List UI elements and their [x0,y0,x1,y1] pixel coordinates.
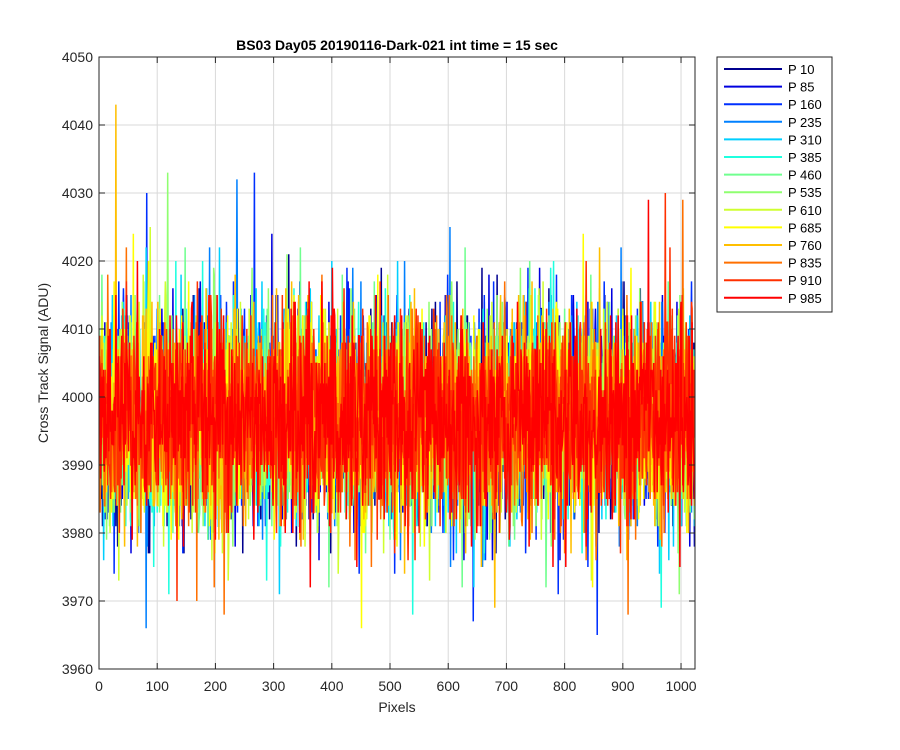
legend-entry: P 985 [788,291,822,306]
chart-title: BS03 Day05 20190116-Dark-021 int time = … [236,37,558,53]
series-lines [99,104,695,636]
x-axis-ticks: 0 100 200 300 400 500 600 700 800 900 1000 [95,57,697,694]
y-tick-label: 3980 [62,525,93,541]
legend-entry: P 310 [788,132,822,147]
y-axis-ticks: 3960 3970 3980 3990 4000 4010 4020 4030 4040 4050 [62,49,695,677]
y-tick-label: 4010 [62,321,93,337]
x-tick-label: 800 [553,678,577,694]
y-tick-label: 3990 [62,457,93,473]
legend-entry: P 385 [788,150,822,165]
legend-entry: P 910 [788,273,822,288]
y-tick-label: 3970 [62,593,93,609]
x-tick-label: 1000 [665,678,696,694]
legend-entry: P 10 [788,62,815,77]
x-tick-label: 200 [204,678,228,694]
legend-entry: P 235 [788,115,822,130]
plot-frame [98,56,696,670]
x-tick-label: 300 [262,678,286,694]
y-tick-label: 4040 [62,117,93,133]
y-axis-label: Cross Track Signal (ADU) [35,283,51,443]
x-tick-label: 900 [611,678,635,694]
y-tick-label: 3960 [62,661,93,677]
legend-entry: P 685 [788,220,822,235]
x-tick-label: 500 [378,678,402,694]
legend-entry: P 835 [788,256,822,271]
x-axis-label: Pixels [378,699,415,715]
series-line-p985 [99,199,695,588]
series-line-p910 [99,192,695,602]
legend-entry: P 160 [788,97,822,112]
legend-entry: P 460 [788,168,822,183]
legend-entry: P 85 [788,80,815,95]
x-tick-label: 700 [495,678,519,694]
x-tick-label: 600 [437,678,461,694]
y-tick-label: 4030 [62,185,93,201]
legend-entry: P 610 [788,203,822,218]
legend-entry: P 535 [788,185,822,200]
y-tick-label: 4000 [62,389,93,405]
y-tick-label: 4020 [62,253,93,269]
legend-entry: P 760 [788,238,822,253]
x-tick-label: 0 [95,678,103,694]
legend: P 10 P 85 P 160 P 235 P 310 P 385 P 460 P 535 P … [716,56,833,313]
legend-box [716,56,833,313]
x-tick-label: 400 [320,678,344,694]
x-tick-label: 100 [146,678,170,694]
y-tick-label: 4050 [62,49,93,65]
